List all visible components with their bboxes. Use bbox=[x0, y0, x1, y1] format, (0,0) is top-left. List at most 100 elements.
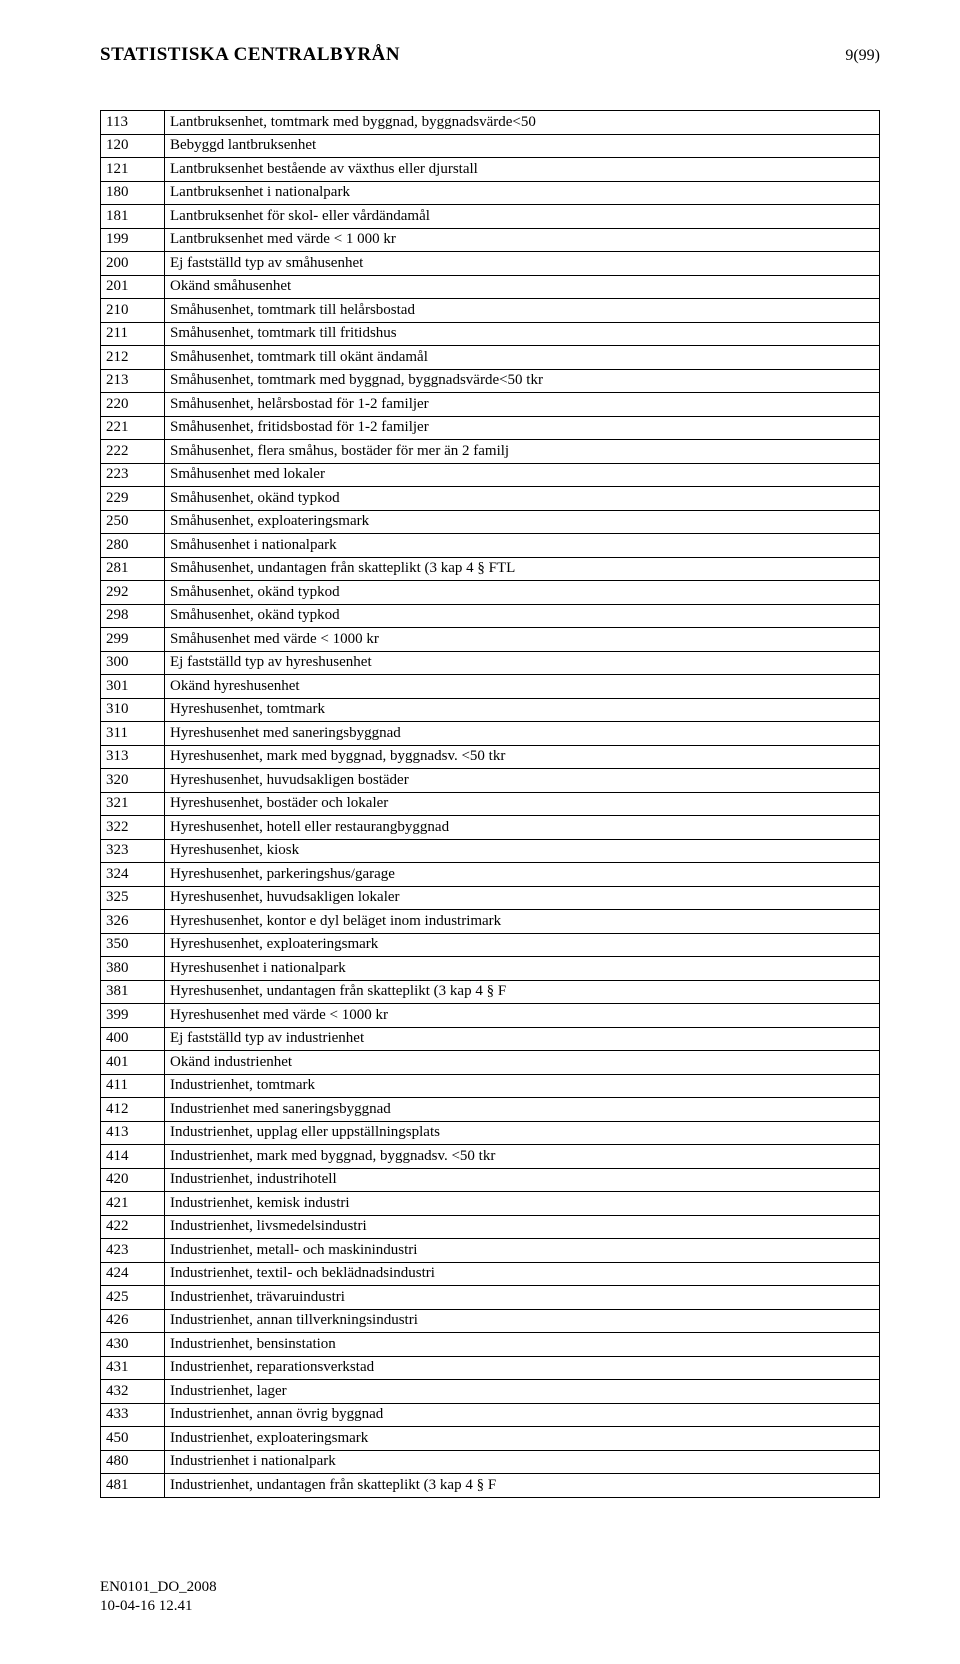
desc-cell: Hyreshusenhet, mark med byggnad, byggnad… bbox=[165, 745, 880, 769]
table-row: 422Industrienhet, livsmedelsindustri bbox=[101, 1215, 880, 1239]
table-row: 412Industrienhet med saneringsbyggnad bbox=[101, 1098, 880, 1122]
table-row: 401Okänd industrienhet bbox=[101, 1051, 880, 1075]
code-cell: 212 bbox=[101, 346, 165, 370]
table-row: 301Okänd hyreshusenhet bbox=[101, 675, 880, 699]
desc-cell: Industrienhet, metall- och maskinindustr… bbox=[165, 1239, 880, 1263]
table-row: 414Industrienhet, mark med byggnad, bygg… bbox=[101, 1145, 880, 1169]
code-cell: 381 bbox=[101, 980, 165, 1004]
desc-cell: Ej fastställd typ av småhusenhet bbox=[165, 252, 880, 276]
code-cell: 250 bbox=[101, 510, 165, 534]
table-row: 229Småhusenhet, okänd typkod bbox=[101, 487, 880, 511]
code-cell: 201 bbox=[101, 275, 165, 299]
table-row: 199Lantbruksenhet med värde < 1 000 kr bbox=[101, 228, 880, 252]
table-row: 325Hyreshusenhet, huvudsakligen lokaler bbox=[101, 886, 880, 910]
desc-cell: Småhusenhet, undantagen från skatteplikt… bbox=[165, 557, 880, 581]
code-cell: 412 bbox=[101, 1098, 165, 1122]
table-row: 211Småhusenhet, tomtmark till fritidshus bbox=[101, 322, 880, 346]
table-row: 420Industrienhet, industrihotell bbox=[101, 1168, 880, 1192]
desc-cell: Småhusenhet i nationalpark bbox=[165, 534, 880, 558]
desc-cell: Okänd småhusenhet bbox=[165, 275, 880, 299]
desc-cell: Hyreshusenhet med värde < 1000 kr bbox=[165, 1004, 880, 1028]
table-row: 480Industrienhet i nationalpark bbox=[101, 1450, 880, 1474]
desc-cell: Industrienhet, livsmedelsindustri bbox=[165, 1215, 880, 1239]
code-cell: 432 bbox=[101, 1380, 165, 1404]
table-row: 210Småhusenhet, tomtmark till helårsbost… bbox=[101, 299, 880, 323]
table-row: 222Småhusenhet, flera småhus, bostäder f… bbox=[101, 440, 880, 464]
desc-cell: Hyreshusenhet, kontor e dyl beläget inom… bbox=[165, 910, 880, 934]
table-row: 481Industrienhet, undantagen från skatte… bbox=[101, 1474, 880, 1498]
table-row: 399Hyreshusenhet med värde < 1000 kr bbox=[101, 1004, 880, 1028]
table-row: 326Hyreshusenhet, kontor e dyl beläget i… bbox=[101, 910, 880, 934]
table-row: 324Hyreshusenhet, parkeringshus/garage bbox=[101, 863, 880, 887]
desc-cell: Småhusenhet, helårsbostad för 1-2 familj… bbox=[165, 393, 880, 417]
code-cell: 310 bbox=[101, 698, 165, 722]
desc-cell: Hyreshusenhet med saneringsbyggnad bbox=[165, 722, 880, 746]
table-row: 180Lantbruksenhet i nationalpark bbox=[101, 181, 880, 205]
table-row: 201Okänd småhusenhet bbox=[101, 275, 880, 299]
table-row: 280Småhusenhet i nationalpark bbox=[101, 534, 880, 558]
code-cell: 229 bbox=[101, 487, 165, 511]
code-cell: 411 bbox=[101, 1074, 165, 1098]
table-row: 350Hyreshusenhet, exploateringsmark bbox=[101, 933, 880, 957]
desc-cell: Industrienhet, kemisk industri bbox=[165, 1192, 880, 1216]
table-row: 400Ej fastställd typ av industrienhet bbox=[101, 1027, 880, 1051]
table-row: 223Småhusenhet med lokaler bbox=[101, 463, 880, 487]
code-cell: 281 bbox=[101, 557, 165, 581]
desc-cell: Industrienhet, bensinstation bbox=[165, 1333, 880, 1357]
desc-cell: Lantbruksenhet med värde < 1 000 kr bbox=[165, 228, 880, 252]
desc-cell: Småhusenhet, flera småhus, bostäder för … bbox=[165, 440, 880, 464]
table-row: 433Industrienhet, annan övrig byggnad bbox=[101, 1403, 880, 1427]
table-row: 450Industrienhet, exploateringsmark bbox=[101, 1427, 880, 1451]
desc-cell: Industrienhet, textil- och beklädnadsind… bbox=[165, 1262, 880, 1286]
code-cell: 223 bbox=[101, 463, 165, 487]
desc-cell: Småhusenhet med lokaler bbox=[165, 463, 880, 487]
desc-cell: Industrienhet, annan övrig byggnad bbox=[165, 1403, 880, 1427]
code-cell: 210 bbox=[101, 299, 165, 323]
code-cell: 324 bbox=[101, 863, 165, 887]
desc-cell: Industrienhet, trävaruindustri bbox=[165, 1286, 880, 1310]
code-cell: 433 bbox=[101, 1403, 165, 1427]
code-cell: 120 bbox=[101, 134, 165, 158]
desc-cell: Småhusenhet, okänd typkod bbox=[165, 604, 880, 628]
code-cell: 423 bbox=[101, 1239, 165, 1263]
code-cell: 200 bbox=[101, 252, 165, 276]
table-row: 421Industrienhet, kemisk industri bbox=[101, 1192, 880, 1216]
code-cell: 121 bbox=[101, 158, 165, 182]
desc-cell: Småhusenhet, okänd typkod bbox=[165, 487, 880, 511]
table-row: 220Småhusenhet, helårsbostad för 1-2 fam… bbox=[101, 393, 880, 417]
code-cell: 221 bbox=[101, 416, 165, 440]
code-cell: 220 bbox=[101, 393, 165, 417]
code-table: 113Lantbruksenhet, tomtmark med byggnad,… bbox=[100, 110, 880, 1498]
table-row: 432Industrienhet, lager bbox=[101, 1380, 880, 1404]
table-row: 113Lantbruksenhet, tomtmark med byggnad,… bbox=[101, 111, 880, 135]
desc-cell: Hyreshusenhet, kiosk bbox=[165, 839, 880, 863]
table-row: 281Småhusenhet, undantagen från skattepl… bbox=[101, 557, 880, 581]
desc-cell: Hyreshusenhet i nationalpark bbox=[165, 957, 880, 981]
page-number: 9(99) bbox=[845, 47, 880, 65]
table-row: 212Småhusenhet, tomtmark till okänt ända… bbox=[101, 346, 880, 370]
table-row: 413Industrienhet, upplag eller uppställn… bbox=[101, 1121, 880, 1145]
code-cell: 420 bbox=[101, 1168, 165, 1192]
desc-cell: Okänd industrienhet bbox=[165, 1051, 880, 1075]
org-title: STATISTISKA CENTRALBYRÅN bbox=[100, 44, 400, 66]
page-header: STATISTISKA CENTRALBYRÅN 9(99) bbox=[100, 44, 880, 66]
code-cell: 450 bbox=[101, 1427, 165, 1451]
desc-cell: Industrienhet, upplag eller uppställning… bbox=[165, 1121, 880, 1145]
desc-cell: Industrienhet, tomtmark bbox=[165, 1074, 880, 1098]
code-cell: 481 bbox=[101, 1474, 165, 1498]
code-cell: 213 bbox=[101, 369, 165, 393]
code-cell: 313 bbox=[101, 745, 165, 769]
code-cell: 211 bbox=[101, 322, 165, 346]
table-row: 411Industrienhet, tomtmark bbox=[101, 1074, 880, 1098]
code-cell: 480 bbox=[101, 1450, 165, 1474]
footer-doc-id: EN0101_DO_2008 bbox=[100, 1578, 880, 1598]
code-cell: 301 bbox=[101, 675, 165, 699]
code-cell: 320 bbox=[101, 769, 165, 793]
desc-cell: Industrienhet, lager bbox=[165, 1380, 880, 1404]
table-row: 381Hyreshusenhet, undantagen från skatte… bbox=[101, 980, 880, 1004]
code-cell: 422 bbox=[101, 1215, 165, 1239]
desc-cell: Industrienhet, reparationsverkstad bbox=[165, 1356, 880, 1380]
desc-cell: Ej fastställd typ av hyreshusenhet bbox=[165, 651, 880, 675]
code-cell: 199 bbox=[101, 228, 165, 252]
desc-cell: Ej fastställd typ av industrienhet bbox=[165, 1027, 880, 1051]
